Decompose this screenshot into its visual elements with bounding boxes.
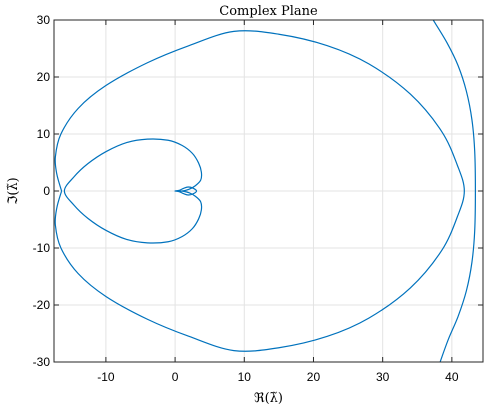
- axes-frame: [53, 19, 484, 363]
- x-tick-label: 20: [307, 370, 321, 384]
- series-line-1: [63, 138, 203, 244]
- x-axis-label: ℜ(λ̃): [254, 391, 283, 406]
- chart-title: Complex Plane: [219, 4, 318, 19]
- y-tick-label: -10: [33, 241, 51, 255]
- y-tick-label: -20: [33, 298, 51, 312]
- series-line-2: [54, 30, 465, 352]
- ticks: -10 0 10 20 30 40 -30 -20 -10 0 10 20 30: [33, 13, 483, 384]
- y-tick-label: 20: [37, 70, 51, 84]
- curves: [54, 20, 476, 362]
- y-tick-label: -30: [33, 355, 51, 369]
- y-tick-label: 30: [37, 13, 51, 27]
- x-tick-label: 30: [376, 370, 390, 384]
- series-line-3: [432, 20, 476, 362]
- grid: [54, 20, 483, 362]
- x-tick-label: 10: [238, 370, 252, 384]
- y-axis-label: ℑ(λ̃): [6, 177, 21, 204]
- x-tick-label: -10: [97, 370, 115, 384]
- x-tick-label: 0: [172, 370, 179, 384]
- y-tick-label: 10: [37, 127, 51, 141]
- x-tick-label: 40: [445, 370, 459, 384]
- y-tick-label: 0: [43, 184, 50, 198]
